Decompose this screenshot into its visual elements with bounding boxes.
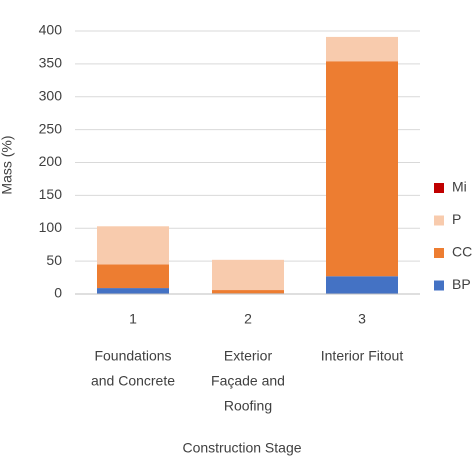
legend-swatch [434,248,444,258]
bar-segment [212,290,284,294]
category-name: Foundations [94,348,171,364]
y-tick-label: 350 [39,55,63,71]
y-tick-label: 300 [39,87,63,103]
y-tick-label: 400 [39,22,63,38]
y-tick-label: 100 [39,219,63,235]
legend-label: Mi [452,179,467,195]
x-tick-label: 1 [129,311,137,327]
legend-swatch [434,280,444,291]
y-tick-label: 0 [54,285,62,301]
x-tick-label: 3 [358,311,366,327]
bar-segment [97,226,169,265]
bar-segment [97,288,169,294]
category-name: Roofing [224,398,272,414]
y-tick-label: 200 [39,153,63,169]
legend-label: CC [452,244,472,260]
bar-segment [212,259,284,291]
y-tick-label: 150 [39,186,63,202]
legend-swatch [434,215,444,226]
x-axis-title: Construction Stage [182,440,301,456]
bar-segment [326,36,398,62]
x-tick-label: 2 [244,311,252,327]
bar-segment [326,61,398,277]
category-name: Interior Fitout [321,348,404,364]
bar-segment [97,264,169,289]
y-tick-label: 50 [46,252,62,268]
category-name: Exterior [224,348,273,364]
legend-label: BP [452,276,471,292]
y-tick-label: 250 [39,120,63,136]
category-name: and Concrete [91,373,175,389]
category-name: Façade and [211,373,285,389]
y-axis-title: Mass (%) [0,135,15,194]
legend-label: P [452,211,461,227]
bar-segment [326,276,398,294]
legend-swatch [434,183,444,193]
